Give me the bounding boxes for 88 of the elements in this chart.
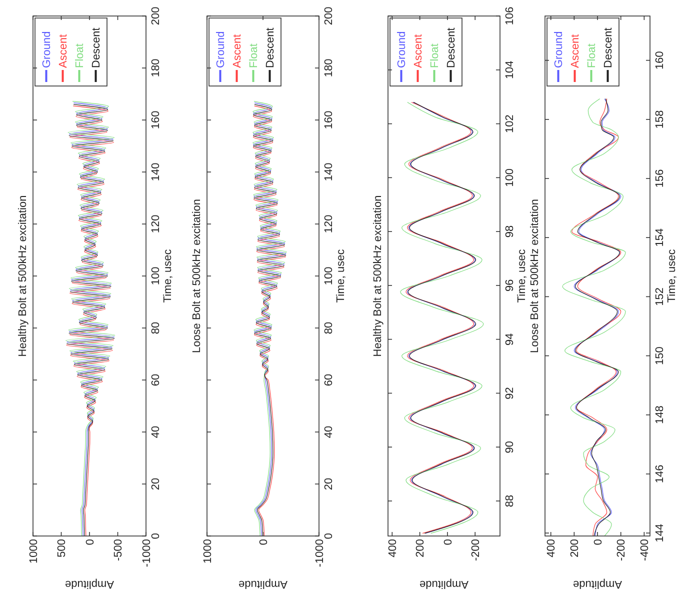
x-tick-label: 0 <box>84 539 96 546</box>
line-series <box>400 102 484 534</box>
y-tick-label: 100 <box>150 266 162 286</box>
x-tick-label: 500 <box>56 539 68 558</box>
text: Ascent <box>232 34 244 68</box>
y-tick-label: 104 <box>504 60 516 80</box>
y-tick-label: 152 <box>654 288 666 306</box>
text: Descent <box>602 28 615 68</box>
y-axis-title: Time, usec <box>334 248 347 303</box>
text: Ascent <box>412 34 425 68</box>
y-tick-label: 96 <box>504 279 516 292</box>
x-tick-label: -400 <box>639 539 652 562</box>
x-tick-label: 200 <box>414 539 427 558</box>
text: Float <box>74 44 86 68</box>
y-axis-title: Time, usec <box>666 248 678 303</box>
y-tick-label: 94 <box>504 333 516 346</box>
y-tick-label: 88 <box>504 494 516 508</box>
y-tick-label: 40 <box>322 426 335 438</box>
text: Ascent <box>570 34 582 68</box>
y-tick-label: 98 <box>504 225 516 238</box>
y-tick-label: 90 <box>504 440 516 454</box>
y-tick-label: 158 <box>654 110 666 129</box>
y-axis-title: Time, usec <box>516 248 528 303</box>
y-tick-label: 100 <box>504 168 516 187</box>
y-tick-label: 154 <box>654 228 666 247</box>
y-tick-label: 156 <box>654 169 666 188</box>
x-tick-label: -1000 <box>140 539 153 568</box>
text: Ground <box>41 31 54 68</box>
y-axis-title: Time, usec <box>162 248 174 303</box>
x-tick-label: -200 <box>616 539 628 562</box>
y-tick-label: 20 <box>322 478 335 490</box>
y-tick-label: 40 <box>150 426 162 438</box>
y-tick-label: 80 <box>322 322 335 334</box>
text: Descent <box>90 28 103 68</box>
y-tick-label: 144 <box>654 524 666 542</box>
y-tick-label: 200 <box>322 6 335 26</box>
x-tick-label: 400 <box>546 539 558 558</box>
text: Descent <box>264 28 277 68</box>
x-axis-title: Amplitude <box>573 578 622 590</box>
text: Healthy Bolt at 500kHz excitation <box>17 195 29 357</box>
text: Ground <box>553 31 566 68</box>
y-tick-label: 160 <box>322 110 335 130</box>
y-tick-label: 200 <box>150 6 162 26</box>
x-tick-label: 1000 <box>28 539 40 564</box>
text: Float <box>248 44 260 68</box>
text: Ground <box>215 31 228 68</box>
x-axis-title: Amplitude <box>65 578 114 590</box>
y-tick-label: 20 <box>150 478 162 490</box>
text: Descent <box>446 28 458 68</box>
y-tick-label: 60 <box>150 374 162 386</box>
y-tick-label: 92 <box>504 387 516 400</box>
x-tick-label: -1000 <box>314 539 326 568</box>
x-tick-label: -500 <box>112 539 125 562</box>
y-tick-label: 80 <box>150 322 162 334</box>
text: Loose Bolt at 500kHz excitation <box>529 198 541 354</box>
y-tick-label: 106 <box>504 6 516 26</box>
y-tick-label: 120 <box>322 214 335 234</box>
text: Ascent <box>58 34 70 68</box>
y-tick-label: 148 <box>654 406 666 424</box>
y-tick-label: 0 <box>150 532 162 540</box>
x-tick-label: 0 <box>442 539 454 546</box>
text: Loose Bolt at 500kHz excitation <box>191 198 203 354</box>
y-tick-label: 100 <box>322 266 335 286</box>
text: Healthy Bolt at 500kHz excitation <box>372 195 384 357</box>
y-tick-label: 160 <box>150 110 162 130</box>
x-axis-title: Amplitude <box>420 578 468 590</box>
y-tick-label: 140 <box>150 162 162 182</box>
x-tick-label: -200 <box>470 539 482 562</box>
x-axis-title: Amplitude <box>238 578 288 590</box>
y-tick-label: 102 <box>504 114 516 133</box>
line-series <box>562 98 626 536</box>
y-tick-label: 140 <box>322 162 335 182</box>
y-tick-label: 146 <box>654 464 666 484</box>
x-tick-label: 200 <box>569 539 582 558</box>
text: Float <box>586 44 598 68</box>
y-tick-label: 60 <box>322 374 335 386</box>
y-tick-label: 180 <box>322 58 335 78</box>
x-tick-label: 0 <box>592 539 604 546</box>
y-tick-label: 120 <box>150 214 162 234</box>
text: Ground <box>396 31 408 68</box>
x-tick-label: 0 <box>258 539 270 546</box>
y-tick-label: 160 <box>654 51 666 70</box>
x-tick-label: 1000 <box>202 539 214 564</box>
y-tick-label: 150 <box>654 346 666 365</box>
y-tick-label: 0 <box>322 532 335 540</box>
text: Float <box>429 44 442 68</box>
x-tick-label: 400 <box>387 539 399 558</box>
y-tick-label: 180 <box>150 58 162 78</box>
